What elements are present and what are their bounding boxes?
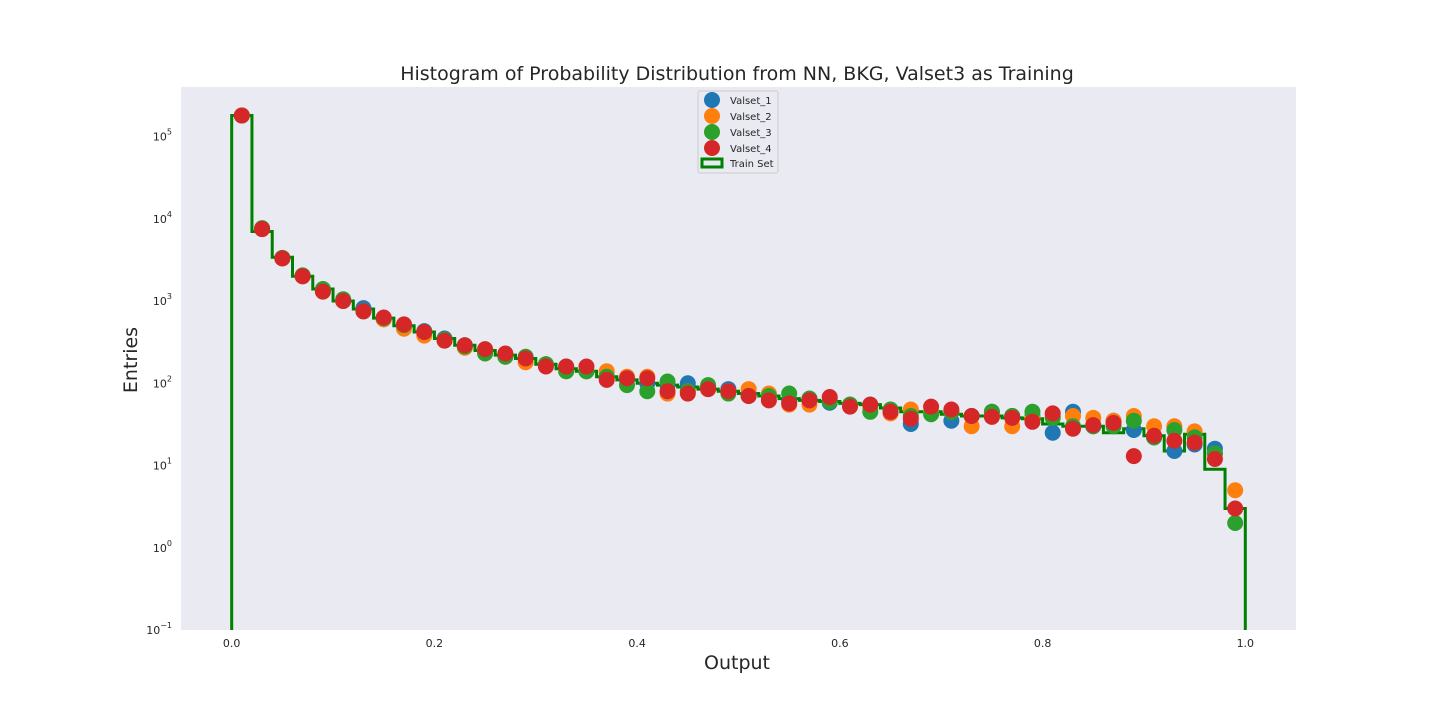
data-point [983,408,1000,425]
data-point [355,303,372,320]
data-point [1065,420,1081,437]
scatter-points-layer [233,107,1244,531]
data-point [700,381,717,398]
legend-label: Valset_2 [730,112,772,123]
data-point [1227,514,1244,531]
data-point [821,389,838,406]
legend-marker [704,124,720,140]
x-tick-label: 0.2 [426,637,444,650]
data-point [1125,412,1142,429]
x-axis-label: Output [704,652,770,674]
data-point [335,293,352,310]
legend-marker [704,108,720,124]
data-point [294,268,311,285]
data-point [862,396,879,413]
data-point [456,337,473,354]
data-point [497,345,514,362]
data-point [233,107,250,124]
data-point [639,370,656,387]
legend-label: Valset_3 [730,128,772,139]
legend-marker [704,92,720,108]
data-point [1024,413,1041,430]
data-point [902,410,919,427]
y-tick-label: 102 [153,374,172,390]
data-point [1044,424,1061,441]
data-point [375,309,392,326]
data-point [659,383,676,400]
data-point [578,358,595,375]
data-point [1004,409,1021,426]
data-point [558,358,575,375]
data-point [314,283,331,300]
y-tick-label: 105 [153,128,172,144]
data-point [923,398,940,415]
data-point [1166,432,1183,449]
legend-train-marker [700,157,724,169]
data-point [639,383,656,400]
data-point [1125,448,1142,465]
data-point [1206,450,1223,467]
legend-label: Valset_1 [730,96,772,107]
data-point [396,316,412,333]
data-point [1146,427,1163,444]
data-point [1105,414,1122,431]
series-valset-4 [233,107,1244,517]
data-point [740,387,757,404]
legend-label: Valset_4 [730,144,772,155]
data-point [801,392,818,409]
data-point [882,403,899,420]
y-tick-label: 104 [153,210,172,226]
data-point [598,371,615,388]
legend-marker [704,140,720,156]
data-point [781,395,798,412]
data-point [1044,405,1061,422]
x-tick-label: 1.0 [1237,637,1255,650]
x-tick-label: 0.0 [223,637,241,650]
data-point [1186,434,1203,451]
data-point [842,398,858,415]
data-point [943,401,960,418]
legend-label: Train Set [729,159,774,170]
data-point [679,385,696,402]
x-tick-label: 0.6 [831,637,849,650]
data-point [1085,417,1102,434]
y-tick-label: 101 [153,457,172,473]
data-point [537,358,554,375]
data-point [436,332,453,349]
data-point [963,407,980,424]
legend: Valset_1 Valset_2 Valset_3 Valset_4 Train Se… [697,90,779,174]
chart-title: Histogram of Probability Distribution fr… [400,63,1074,85]
data-point [416,323,433,340]
y-tick-label: 103 [153,292,172,308]
data-point [760,392,777,409]
data-point [254,221,271,238]
y-axis-label: Entries [120,327,142,393]
data-point [720,383,737,400]
data-point [1227,500,1244,517]
data-point [517,350,534,367]
y-tick-label: 10−1 [146,621,172,637]
y-axis-ticks: 10−1 100 101 102 103 104 105 [146,128,172,637]
x-tick-label: 0.8 [1034,637,1052,650]
data-point [477,341,494,358]
data-point [1227,482,1244,499]
data-point [274,250,291,267]
data-point [619,370,635,387]
x-axis-ticks: 0.0 0.2 0.4 0.6 0.8 1.0 [223,637,1254,650]
plot-area [181,87,1296,630]
x-tick-label: 0.4 [628,637,646,650]
y-tick-label: 100 [153,539,172,555]
